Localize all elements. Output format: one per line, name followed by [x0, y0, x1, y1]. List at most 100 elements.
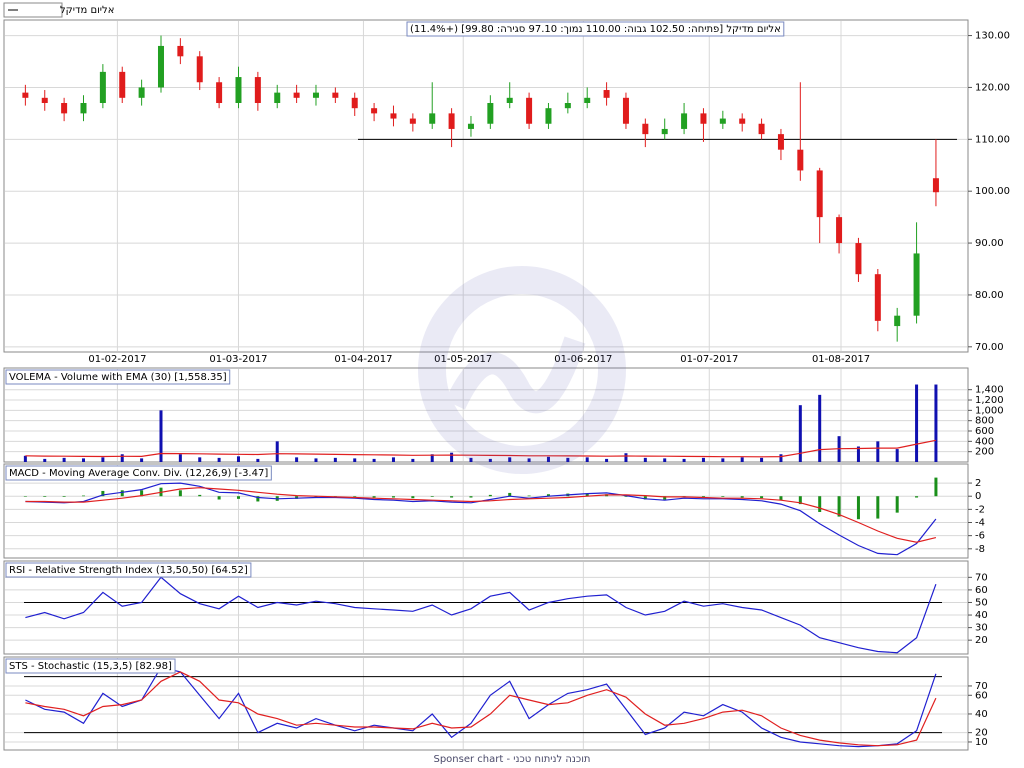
footer: Sponser chart - תוכנה לניתוח טכני: [433, 754, 590, 765]
candle-body: [332, 92, 339, 98]
candle-body: [816, 170, 823, 218]
x-tick-label: 01-04-2017: [334, 354, 392, 365]
bar: [779, 496, 783, 501]
candle-body: [932, 178, 939, 193]
bar: [140, 458, 144, 462]
y-tick-label: 80.00: [975, 290, 1004, 301]
bar: [934, 384, 938, 462]
y-tick-label: 1,200: [975, 395, 1004, 406]
bar: [275, 441, 279, 462]
candle-body: [894, 315, 901, 327]
candle-body: [448, 113, 455, 129]
candle-body: [235, 77, 242, 103]
bar: [450, 496, 454, 498]
y-tick-label: 20: [975, 635, 988, 646]
candle-body: [758, 123, 765, 135]
bar: [682, 458, 686, 462]
panel-title: MACD - Moving Average Conv. Div. (12,26,…: [9, 468, 268, 479]
bar: [585, 493, 589, 497]
bar: [101, 457, 105, 462]
bar: [43, 496, 47, 497]
bar: [256, 496, 260, 502]
candle-body: [61, 103, 68, 114]
bar: [566, 457, 570, 462]
info-label: אליום מדיקל [פתיחה: 102.50 גבוה: 110.00 …: [410, 24, 781, 35]
x-tick-label: 01-08-2017: [812, 354, 870, 365]
bar: [236, 496, 240, 499]
candle-body: [836, 217, 843, 244]
candle-body: [661, 128, 668, 135]
panels: 130.00 120.00 110.00 100.00 90.00 80.00 70.00 0…: [3, 19, 1010, 751]
candle-body: [797, 149, 804, 171]
bar: [178, 490, 182, 497]
candle-body: [274, 92, 281, 103]
bar: [372, 458, 376, 462]
y-tick-label: 800: [975, 416, 994, 427]
y-tick-label: 30: [975, 623, 988, 634]
bar: [527, 495, 531, 497]
bar: [62, 496, 66, 497]
candle-body: [603, 90, 610, 98]
bar: [23, 496, 27, 497]
bar: [856, 496, 860, 520]
bar: [624, 453, 628, 462]
bar: [450, 452, 454, 462]
bar: [643, 496, 647, 500]
candle-body: [487, 103, 494, 124]
candle-body: [467, 123, 474, 129]
candle-body: [700, 113, 707, 124]
bar: [721, 458, 725, 462]
indicator-line: [25, 576, 937, 654]
candle-body: [913, 253, 920, 316]
legend-label: אליום מדיקל: [60, 5, 114, 16]
y-tick-label: 40: [975, 610, 988, 621]
y-tick-label: 130.00: [975, 31, 1010, 42]
info-box: [406, 21, 785, 37]
candle-body: [681, 113, 688, 129]
y-tick-label: 70: [975, 681, 988, 692]
watermark-arrow: [445, 336, 586, 414]
x-tick-label: 01-07-2017: [680, 354, 738, 365]
panel-title: STS - Stochastic (15,3,5) [82.98]: [9, 661, 172, 672]
bar: [256, 458, 260, 462]
candle-body: [371, 108, 378, 114]
panel-title-box: [5, 369, 231, 385]
bar: [701, 496, 705, 498]
watermark: [418, 266, 626, 474]
y-tick-label: 1,400: [975, 385, 1004, 396]
bar: [391, 457, 395, 462]
candle-body: [390, 113, 397, 119]
candle-body: [642, 123, 649, 135]
x-tick-label: 01-02-2017: [88, 354, 146, 365]
candle-body: [409, 118, 416, 124]
x-tick-label: 01-05-2017: [434, 354, 492, 365]
y-tick-label: 100.00: [975, 186, 1010, 197]
bar: [798, 405, 802, 462]
y-tick-label: 400: [975, 436, 994, 447]
bar: [430, 454, 434, 462]
indicator-line: [25, 666, 937, 748]
bar: [23, 455, 27, 462]
y-tick-label: 600: [975, 426, 994, 437]
panel-title-box: [5, 658, 176, 674]
bar: [198, 457, 202, 462]
y-tick-label: 50: [975, 597, 988, 608]
candle-body: [874, 274, 881, 321]
y-tick-label: -4: [975, 518, 985, 529]
candle-body: [196, 56, 203, 83]
candle-body: [351, 97, 358, 109]
bar: [353, 496, 357, 497]
candle-body: [584, 97, 591, 103]
bar: [701, 457, 705, 462]
indicator-line: [25, 487, 937, 543]
bar: [120, 490, 124, 497]
bar: [314, 458, 318, 462]
bar: [663, 496, 667, 500]
y-tick-label: 70.00: [975, 342, 1004, 353]
candle-body: [254, 77, 261, 103]
bar: [546, 494, 550, 497]
bar: [333, 457, 337, 462]
panel-title-box: [5, 465, 272, 481]
legend-box: [3, 2, 63, 18]
candle-body: [138, 87, 145, 98]
